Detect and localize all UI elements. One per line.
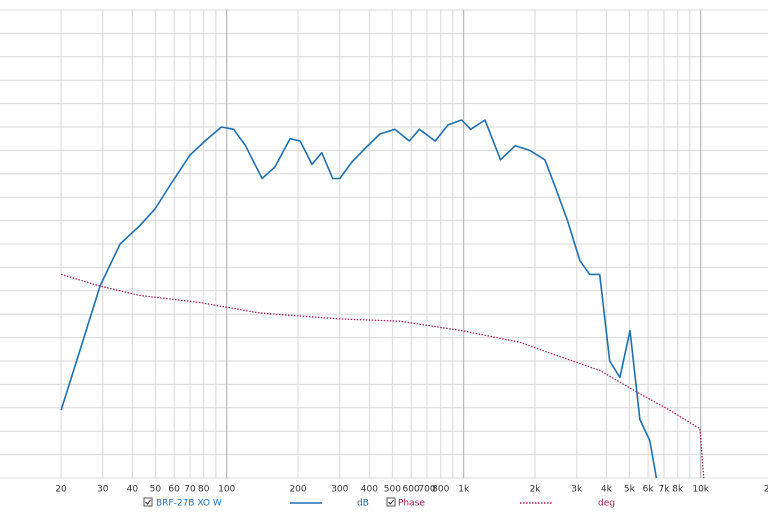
legend-measurement: BRF-27B XO W (156, 499, 222, 509)
x-tick-label: 40 (127, 485, 139, 495)
x-tick-label: 700 (418, 485, 435, 495)
legend-label: Phase (398, 499, 425, 509)
x-tick-label: 100 (218, 485, 235, 495)
x-tick-label: 600 (403, 485, 420, 495)
x-tick-label: 5k (624, 485, 636, 495)
x-tick-label: 50 (150, 485, 162, 495)
x-tick-label: 8k (672, 485, 684, 495)
x-tick-label: 20 (55, 485, 67, 495)
check (388, 499, 394, 505)
x-tick-label: 20k (764, 485, 768, 495)
x-tick-label: 30 (97, 485, 109, 495)
checkbox[interactable] (386, 497, 396, 507)
series-line (60, 119, 658, 479)
x-tick-label: 10k (692, 485, 709, 495)
check (145, 499, 151, 505)
x-tick-label: 60 (168, 485, 180, 495)
x-tick-label: 6k (643, 485, 655, 495)
x-tick-label: 7k (659, 485, 671, 495)
x-tick-label: 800 (432, 485, 449, 495)
x-tick-label: 2k (530, 485, 542, 495)
x-tick-label: 80 (198, 485, 210, 495)
x-tick-label: 70 (184, 485, 196, 495)
x-tick-label: 400 (361, 485, 378, 495)
checkbox[interactable] (143, 497, 153, 507)
legend-label: dB (357, 499, 369, 509)
x-tick-label: 200 (289, 485, 306, 495)
x-tick-label: 500 (384, 485, 401, 495)
series-line (60, 273, 705, 479)
x-tick-label: 300 (331, 485, 348, 495)
legend-unit: deg (598, 499, 615, 509)
x-tick-label: 4k (601, 485, 613, 495)
x-tick-label: 3k (571, 485, 583, 495)
x-tick-label: 1k (458, 485, 470, 495)
